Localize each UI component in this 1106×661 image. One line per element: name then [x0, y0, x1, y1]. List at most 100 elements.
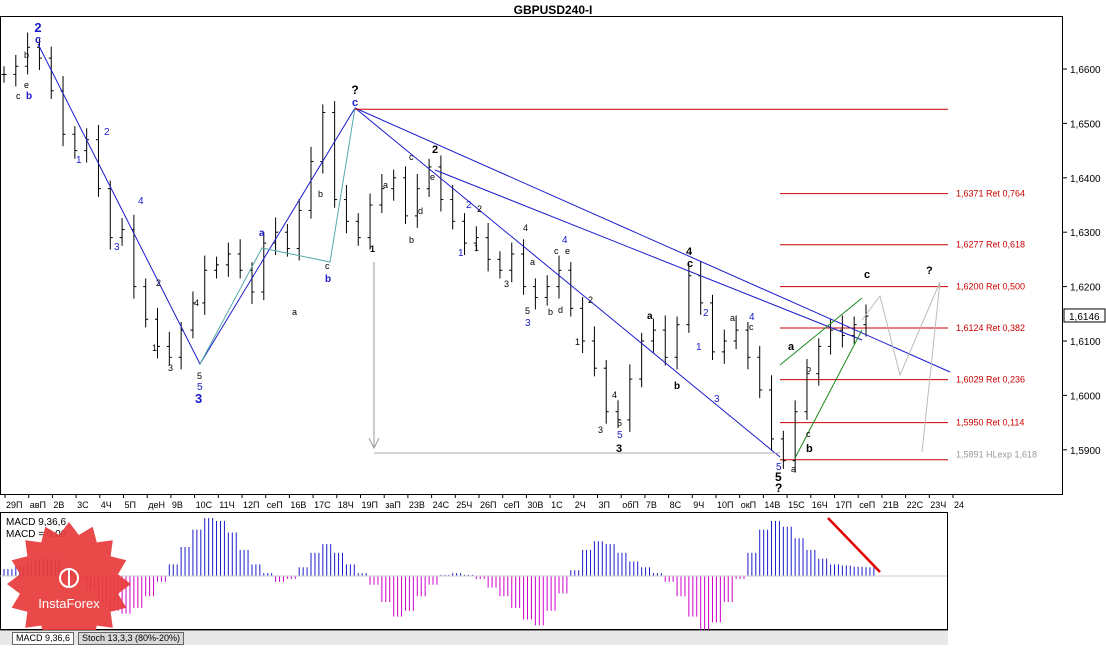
wave-label: b	[806, 364, 811, 374]
date-tick-label: 22С	[907, 500, 924, 510]
ohlc-bar	[580, 296, 586, 353]
date-axis: 29П авП 2В 3С 4Ч 5П деН 9В 10С 11Ч 12П сеП 16В 17С 18Ч…	[4, 494, 964, 510]
macd-title: MACD 9,36,6	[6, 517, 66, 528]
fib-level-label: 1,6371 Ret 0,764	[956, 189, 1025, 199]
date-tick-label: авП	[30, 500, 46, 510]
wave-label: 5	[197, 371, 202, 381]
date-tick-label: 10П	[717, 500, 733, 510]
date-tick-label: 16Ч	[812, 500, 828, 510]
ohlc-bar	[190, 291, 196, 339]
wave-label: ?	[351, 83, 358, 97]
chart-canvas[interactable]: GBPUSD240-I 1,6600 1,6500 1,6400 1,6300 1,62…	[0, 0, 1106, 630]
date-tick-label: окП	[741, 500, 756, 510]
ohlc-bar	[839, 315, 845, 348]
wave-label: b	[548, 307, 553, 317]
current-price-label: 1,6146	[1069, 312, 1100, 323]
date-tick-label: 10С	[196, 500, 213, 510]
projection-path	[861, 281, 941, 453]
ohlc-bar	[143, 278, 149, 328]
wave-label: 5	[525, 306, 530, 316]
wave-label: b	[318, 189, 323, 199]
price-tick-label: 1,6300	[1070, 228, 1101, 239]
wave-label: c	[749, 322, 754, 332]
wave-label: a	[791, 464, 796, 474]
ohlc-bar	[402, 166, 408, 225]
wave-label: d	[418, 206, 423, 216]
wave-label: c	[806, 429, 811, 439]
wave-label: a	[788, 341, 795, 353]
upper-channel-line	[354, 107, 951, 373]
date-tick-label: деН	[148, 500, 165, 510]
ohlc-bar	[284, 224, 290, 257]
date-tick-label: 15С	[788, 500, 805, 510]
date-tick-label: 3П	[599, 500, 610, 510]
indicator-tab-bar: MACD 9,36,6 Stoch 13,3,3 (80%-20%)	[0, 630, 948, 645]
wave-label: 3	[525, 318, 531, 329]
date-tick-label: 3С	[77, 500, 89, 510]
wave-label: 3	[616, 443, 622, 455]
wave-label: c	[16, 91, 21, 101]
wave-label: 3	[114, 242, 120, 253]
ohlc-bar	[509, 242, 515, 283]
fib-level-label: 1,6200 Ret 0,500	[956, 282, 1025, 292]
wave-label: 4	[612, 390, 617, 400]
ohlc-bar	[414, 173, 420, 228]
ohlc-bar	[662, 315, 668, 366]
wave-label: e	[565, 246, 570, 256]
wave-label: e	[430, 172, 435, 182]
ohlc-bar	[36, 39, 42, 71]
date-tick-label: 19П	[362, 500, 378, 510]
fibonacci-levels: 1,6371 Ret 0,764 1,6277 Ret 0,618 1,6200 R…	[780, 189, 1037, 461]
fib-level-label: 1,5950 Ret 0,114	[956, 418, 1024, 428]
wave-label: d	[558, 305, 563, 315]
chart-title: GBPUSD240-I	[514, 3, 593, 17]
macd-value: MACD = 0,00	[6, 529, 67, 540]
date-tick-label: 1С	[551, 500, 563, 510]
price-tick-label: 1,6400	[1070, 174, 1101, 185]
ohlc-bar	[355, 213, 361, 246]
ohlc-bar	[343, 184, 349, 234]
date-tick-label: 30В	[527, 500, 543, 510]
wave-label: c	[687, 258, 693, 270]
wave-label: 4	[749, 312, 755, 323]
wave-label: 1	[458, 248, 464, 259]
ohlc-bar	[745, 321, 751, 370]
ohlc-bar	[521, 239, 527, 295]
ohlc-bar	[166, 331, 172, 366]
wave-label: 3	[168, 363, 173, 373]
ohlc-bar	[367, 193, 373, 250]
ohlc-bar	[497, 251, 503, 279]
ohlc-bar	[72, 126, 78, 159]
date-tick-label: 14В	[764, 500, 780, 510]
indicator-frame	[0, 512, 948, 630]
ohlc-bar	[95, 125, 101, 197]
tab-stochastic[interactable]: Stoch 13,3,3 (80%-20%)	[78, 632, 185, 645]
wave-label: 1	[370, 244, 375, 254]
ohlc-bar	[816, 338, 822, 386]
wave-label: b	[674, 381, 680, 392]
wave-label: 4	[562, 235, 568, 246]
date-tick-label: 5П	[125, 500, 136, 510]
date-tick-label: 18Ч	[338, 500, 354, 510]
ohlc-bar	[237, 239, 243, 279]
wave-label: 3	[714, 394, 720, 405]
wave-label: 5	[617, 418, 622, 428]
wave-label: 5	[776, 462, 782, 473]
target-arrow-head	[368, 437, 380, 450]
tab-macd[interactable]: MACD 9,36,6	[12, 632, 75, 645]
date-tick-label: 24С	[433, 500, 450, 510]
ohlc-bar	[261, 231, 267, 301]
price-tick-label: 1,6000	[1070, 391, 1101, 402]
wave-label: c	[554, 246, 559, 256]
logo-text: InstaForex	[38, 596, 100, 611]
ohlc-bar	[225, 242, 231, 277]
wave-label: c	[352, 97, 358, 109]
date-tick-label: 17П	[836, 500, 852, 510]
date-tick-label: 29П	[6, 500, 22, 510]
wave-label: b	[24, 50, 29, 60]
upper-channel-line-2	[434, 169, 863, 341]
ohlc-bar	[544, 275, 550, 306]
wave-label: c	[35, 34, 41, 46]
wave-label: 2	[104, 127, 110, 138]
